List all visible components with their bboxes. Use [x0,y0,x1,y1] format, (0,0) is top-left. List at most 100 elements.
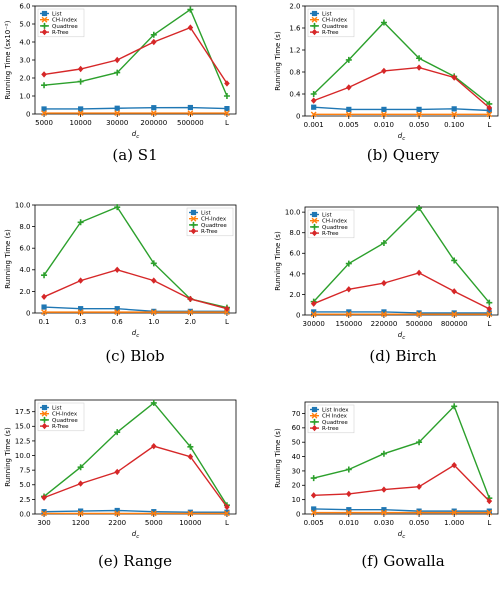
data-point [150,277,157,284]
legend-marker [311,412,318,419]
x-axis-label-subscript: c [402,335,405,341]
y-tick-label: 0 [296,311,300,319]
data-point [224,503,230,511]
data-point [224,110,230,116]
data-point [150,309,157,316]
chart-panel-b: 0 0.4 0.8 1.2 1.6 2.0 0.001 0.005 0.010 0.050 0.10… [274,2,499,164]
data-point [416,111,422,118]
chart-panel-f: 0 10 20 30 40 50 60 70 0.005 0.010 0.030 0.050 1.000… [274,401,499,570]
data-point [187,443,194,450]
data-point [310,509,317,516]
legend-marker [311,16,318,23]
data-point [416,311,422,318]
x-tick-label: 30000 [106,119,128,127]
legend-marker [311,229,318,237]
data-point [310,300,317,307]
x-tick-label: 2.0 [185,318,196,326]
legend-entry: List [322,12,332,18]
y-tick-label: 3.0 [19,56,30,64]
y-tick-label: 4.0 [19,38,30,46]
x-tick-label: 5000 [145,519,163,527]
y-tick-label: 17.5 [15,408,31,416]
panel-caption: (e) Range [98,552,172,570]
y-tick-label: 5.0 [19,20,30,28]
data-point [150,260,157,267]
data-point [345,260,352,267]
data-point [346,507,352,513]
data-point [150,399,157,406]
x-axis-label-subscript: c [136,333,139,339]
plot-frame [304,206,499,316]
data-point [77,510,84,517]
data-point [380,19,387,26]
series-line-0 [44,509,227,513]
data-point [41,82,48,89]
x-tick-label: 0.010 [339,519,359,527]
data-point [381,106,387,112]
data-point [187,104,193,111]
x-tick-label: 0.1 [38,318,49,326]
x-tick-label: 200000 [140,119,167,127]
series-line-3 [313,464,490,502]
data-point [187,6,194,13]
y-axis-label: Running Time (sx10⁻²) [4,20,12,99]
data-point [77,464,84,471]
legend-entry: CH-Index [322,219,348,225]
data-point [150,442,157,450]
y-tick-label: 70 [292,410,301,418]
series-line-0 [44,106,227,110]
data-point [224,309,230,316]
data-point [187,453,194,460]
y-tick-label: 0 [26,110,30,118]
data-point [451,257,458,264]
data-point [151,509,157,515]
series-line-2 [43,8,228,97]
data-point [41,309,47,316]
legend-marker [190,227,197,235]
data-point [223,93,230,99]
legend-marker [190,215,197,222]
data-point [451,461,457,469]
y-tick-label: 10 [292,496,301,504]
x-tick-label: 500000 [406,320,433,328]
series-line-0 [313,106,490,112]
legend-marker [311,223,318,230]
data-point [451,111,458,118]
data-point [224,510,230,517]
data-point [41,509,47,515]
data-point [451,403,458,410]
legend-entry: R-Tree [322,30,339,36]
panel-caption: (d) Birch [369,347,436,365]
data-point [41,510,47,517]
data-point [416,509,422,516]
legend-entry: Quadtree [201,223,227,229]
data-point [416,439,423,446]
data-point [114,429,121,436]
data-point [451,509,458,516]
x-tick-label: 0.030 [374,519,394,527]
data-point [310,492,317,499]
legend-marker [41,22,48,29]
panel-caption: (b) Query [367,146,440,164]
x-tick-label: L [225,119,229,127]
y-axis-label: Running Time (s) [274,231,282,291]
x-tick-label: 0.010 [374,121,394,129]
data-point [346,286,352,293]
y-tick-label: 20 [292,482,301,490]
x-tick-label: 30000 [303,320,325,328]
data-point [486,509,493,516]
data-point [486,310,492,316]
x-axis-label-subscript: c [402,534,405,540]
series-line-2 [313,21,490,105]
data-point [114,510,121,517]
data-point [346,309,352,315]
panel-caption: (a) S1 [112,146,157,164]
y-tick-label: 2.0 [289,2,300,10]
data-point [77,78,84,85]
y-tick-label: 50 [292,439,301,447]
data-point [150,31,157,38]
x-tick-label: L [225,318,229,326]
chart-panel-a: 0 1.0 2.0 3.0 4.0 5.0 6.0 5000 10000 30000 200000 5… [4,2,237,164]
data-point [451,288,457,295]
x-tick-label: 0.100 [444,121,464,129]
